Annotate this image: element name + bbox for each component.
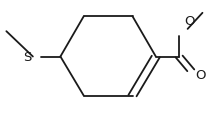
Text: S: S [23, 51, 32, 63]
Text: O: O [184, 15, 195, 28]
Text: O: O [195, 69, 206, 82]
